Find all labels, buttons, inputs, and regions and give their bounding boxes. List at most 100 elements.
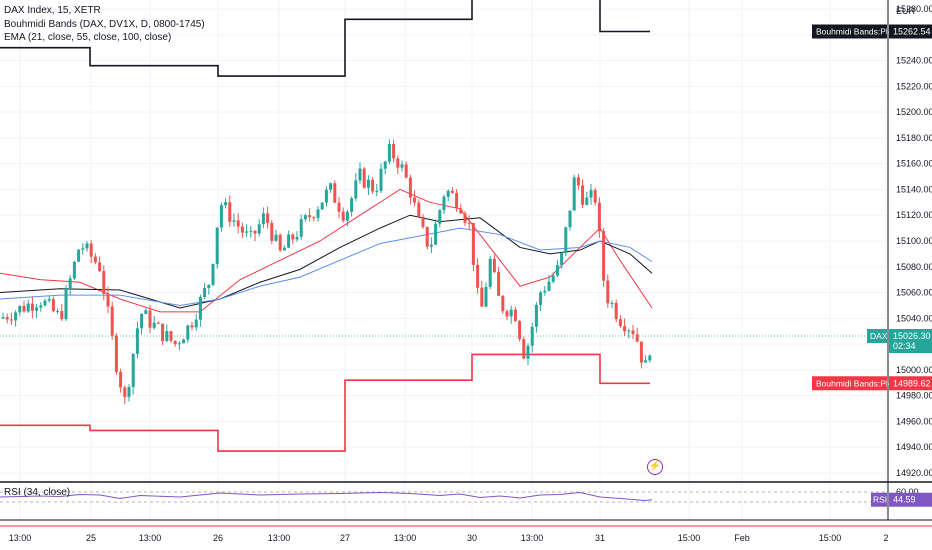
time-tick-label: 15:00 <box>678 533 701 543</box>
candle-body <box>203 287 207 298</box>
candle-body <box>148 310 152 328</box>
candle-body <box>161 323 165 342</box>
candle-body <box>316 209 320 218</box>
candle-body <box>429 244 433 247</box>
candle-body <box>324 189 328 203</box>
price-tick-label: 15100.00 <box>896 236 932 246</box>
candle-body <box>555 265 559 276</box>
candle-body <box>576 177 580 186</box>
candle-body <box>438 210 442 224</box>
price-tick-label: 15080.00 <box>896 262 932 272</box>
price-tick-label: 14960.00 <box>896 416 932 426</box>
dax-value: 15026.30 <box>893 331 931 341</box>
candle-body <box>35 307 39 311</box>
price-tick-label: 15160.00 <box>896 159 932 169</box>
candle-body <box>408 177 412 198</box>
candle-body <box>618 319 622 327</box>
price-tick-label: 15060.00 <box>896 288 932 298</box>
candle-body <box>518 321 522 340</box>
candle-body <box>198 297 202 320</box>
candle-body <box>627 330 631 332</box>
rsi-label: RSI <box>873 495 887 505</box>
rsi-pane <box>0 491 888 503</box>
candle-body <box>173 340 177 345</box>
candle-body <box>308 215 312 218</box>
candle-body <box>89 243 93 257</box>
candle-body <box>56 311 60 313</box>
candle-body <box>551 275 555 282</box>
candle-body <box>177 343 181 345</box>
candle-body <box>425 226 429 247</box>
candle-body <box>614 302 618 320</box>
candle-body <box>509 309 513 317</box>
candle-body <box>299 219 303 237</box>
candle-body <box>182 339 186 344</box>
candle-body <box>400 164 404 168</box>
candle-body <box>442 196 446 211</box>
candle-body <box>291 234 295 240</box>
price-tick-label: 15120.00 <box>896 210 932 220</box>
dax-label: DAX <box>870 331 888 341</box>
price-tick-label: 15240.00 <box>896 56 932 66</box>
candle-body <box>219 205 223 228</box>
candle-body <box>606 280 610 304</box>
lower-band-badge-value-bg <box>889 376 932 391</box>
candle-body <box>211 263 215 285</box>
rsi-value-bg <box>889 492 932 507</box>
lower-band-line <box>0 353 650 452</box>
candle-body <box>135 328 139 354</box>
candle-body <box>421 216 425 227</box>
upper-band-badge-value: 15262.54 <box>893 27 931 37</box>
candle-body <box>362 168 366 188</box>
candle-body <box>501 295 505 312</box>
candle-body <box>467 222 471 224</box>
currency-label: EUR <box>896 6 916 16</box>
candle-body <box>320 202 324 210</box>
candle-body <box>60 311 64 320</box>
price-tick-label: 15140.00 <box>896 184 932 194</box>
candle-body <box>98 262 102 272</box>
ema-21-line <box>0 188 653 313</box>
price-tick-label: 15280.00 <box>896 4 932 14</box>
candle-body <box>215 227 219 264</box>
rsi-tick-label: 60.00 <box>896 487 919 497</box>
candle-body <box>1 317 5 319</box>
rsi-value: 44.59 <box>893 495 916 505</box>
symbol-legend[interactable]: DAX Index, 15, XETR <box>4 5 101 16</box>
candle-body <box>114 335 118 372</box>
candle-body <box>119 371 123 388</box>
rsi-legend[interactable]: RSI (34, close) <box>4 487 71 498</box>
candle-body <box>165 331 169 342</box>
time-tick-label: 13:00 <box>139 533 162 543</box>
candle-body <box>610 302 614 304</box>
ema-legend[interactable]: EMA (21, close, 55, close, 100, close) <box>4 32 172 43</box>
candle-body <box>282 247 286 251</box>
candle-body <box>371 179 375 192</box>
candle-body <box>413 197 417 203</box>
candle-body <box>190 325 194 328</box>
candle-body <box>354 180 358 199</box>
candle-body <box>39 305 43 308</box>
candle-body <box>446 190 450 197</box>
candle-body <box>488 258 492 287</box>
candle-body <box>236 220 240 227</box>
candle-body <box>560 253 564 266</box>
candle-body <box>131 353 135 387</box>
candle-body <box>497 272 501 296</box>
rsi-label-bg <box>871 492 887 507</box>
bands-legend[interactable]: Bouhmidi Bands (DAX, DV1X, D, 0800-1745) <box>4 18 205 30</box>
candle-body <box>593 190 597 203</box>
candle-body <box>471 222 475 265</box>
candle-body <box>396 158 400 168</box>
flash-icon[interactable]: ⚡ <box>647 459 663 475</box>
candle-body <box>547 281 551 291</box>
candle-body <box>648 355 652 361</box>
upper-band-badge-value-bg <box>889 24 932 39</box>
candle-body <box>186 325 190 340</box>
price-tick-label: 14980.00 <box>896 391 932 401</box>
candle-body <box>68 278 72 289</box>
candle-body <box>564 227 568 254</box>
